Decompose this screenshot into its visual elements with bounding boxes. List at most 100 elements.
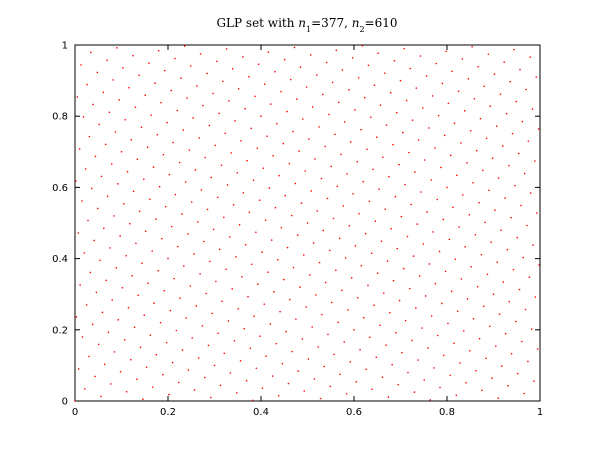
point — [113, 215, 115, 217]
point — [175, 329, 178, 332]
point — [462, 194, 464, 196]
point — [499, 93, 502, 95]
point — [468, 214, 471, 216]
point — [321, 313, 323, 316]
point — [300, 202, 303, 204]
point — [476, 285, 479, 288]
point — [168, 393, 170, 396]
point — [197, 357, 200, 359]
point — [209, 396, 212, 399]
point — [195, 305, 198, 307]
title-part: GLP set with — [216, 16, 298, 30]
point — [274, 70, 276, 73]
point — [262, 167, 265, 169]
title-part: =377, — [311, 16, 352, 30]
point — [237, 307, 240, 310]
point — [96, 207, 99, 210]
point — [221, 300, 223, 303]
point — [352, 193, 354, 195]
point — [199, 53, 202, 55]
point — [428, 127, 430, 129]
point — [373, 304, 375, 307]
point — [375, 356, 378, 359]
point — [365, 368, 367, 371]
point — [453, 122, 456, 125]
point — [216, 60, 218, 63]
point — [349, 361, 352, 363]
point — [537, 128, 540, 130]
point — [331, 81, 334, 84]
point — [251, 399, 254, 402]
point — [475, 369, 477, 372]
point — [343, 341, 346, 343]
point — [120, 151, 123, 153]
x-tick-label: 1 — [537, 407, 543, 418]
point — [452, 206, 454, 209]
point — [439, 386, 441, 389]
point — [472, 317, 475, 320]
point — [473, 97, 476, 100]
point — [255, 367, 258, 370]
point — [320, 177, 323, 180]
point — [125, 390, 128, 393]
point — [187, 233, 189, 235]
point — [418, 275, 421, 277]
point — [534, 296, 537, 298]
point — [177, 381, 180, 384]
point — [129, 222, 131, 225]
point — [318, 126, 320, 128]
point — [361, 44, 364, 47]
point — [425, 75, 428, 77]
point — [78, 148, 81, 150]
point — [302, 254, 305, 256]
point — [340, 153, 342, 156]
point — [223, 216, 225, 219]
point — [386, 260, 389, 262]
point — [344, 257, 347, 259]
point — [299, 286, 301, 288]
point — [185, 317, 187, 319]
point — [451, 70, 453, 73]
point — [157, 49, 160, 52]
point — [431, 95, 434, 97]
point — [381, 376, 384, 378]
point — [432, 231, 434, 233]
point — [258, 199, 261, 202]
title-part: 1 — [306, 25, 311, 34]
point — [520, 204, 522, 207]
point — [538, 264, 540, 266]
point — [172, 141, 174, 144]
point — [354, 244, 357, 247]
point — [138, 74, 140, 77]
point — [293, 46, 296, 49]
point — [426, 211, 428, 213]
point — [310, 190, 313, 192]
point — [151, 386, 154, 388]
point — [322, 93, 324, 96]
point — [230, 152, 233, 154]
point — [308, 138, 310, 140]
point — [252, 179, 255, 182]
point — [412, 255, 415, 257]
point — [277, 394, 280, 397]
point — [368, 200, 371, 203]
point — [516, 236, 519, 239]
point — [121, 286, 124, 289]
point — [511, 132, 514, 135]
point — [486, 273, 489, 276]
point — [96, 71, 99, 74]
point — [276, 122, 278, 125]
point — [256, 283, 259, 286]
point — [417, 139, 420, 141]
point — [449, 154, 452, 157]
point — [369, 116, 372, 119]
point — [339, 373, 341, 376]
point — [161, 237, 163, 240]
point — [417, 359, 419, 361]
point — [182, 129, 185, 131]
point — [170, 89, 173, 92]
point — [392, 279, 395, 282]
point — [287, 382, 290, 385]
point — [459, 362, 461, 364]
point — [433, 367, 435, 369]
